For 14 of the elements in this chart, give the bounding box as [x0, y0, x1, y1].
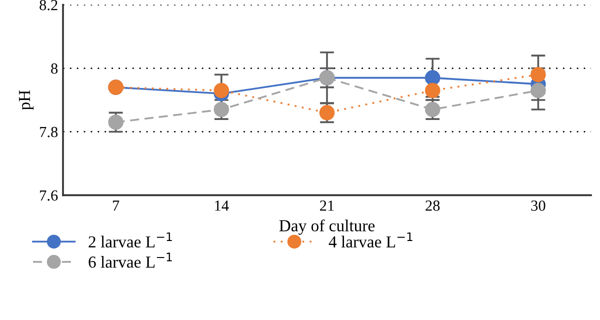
y-tick-label: 8.2 [40, 0, 58, 10]
y-tick-label: 7.6 [40, 190, 58, 201]
y-axis-title: pH [19, 90, 34, 110]
legend-label: 6 larvae L$^{−1}$ [88, 252, 172, 268]
x-tick-label: 28 [426, 200, 440, 211]
y-tick-label: 7.8 [40, 126, 58, 138]
legend-label: 4 larvae L$^{−1}$ [328, 232, 412, 248]
legend-label: 2 larvae L$^{−1}$ [88, 232, 172, 248]
x-tick-label: 14 [215, 200, 229, 211]
x-tick-label: 30 [531, 200, 546, 211]
x-axis-title: Day of culture [279, 219, 375, 235]
y-tick-label: 8 [51, 63, 58, 74]
x-tick-label: 21 [320, 200, 334, 211]
x-tick-label: 7 [112, 200, 120, 211]
